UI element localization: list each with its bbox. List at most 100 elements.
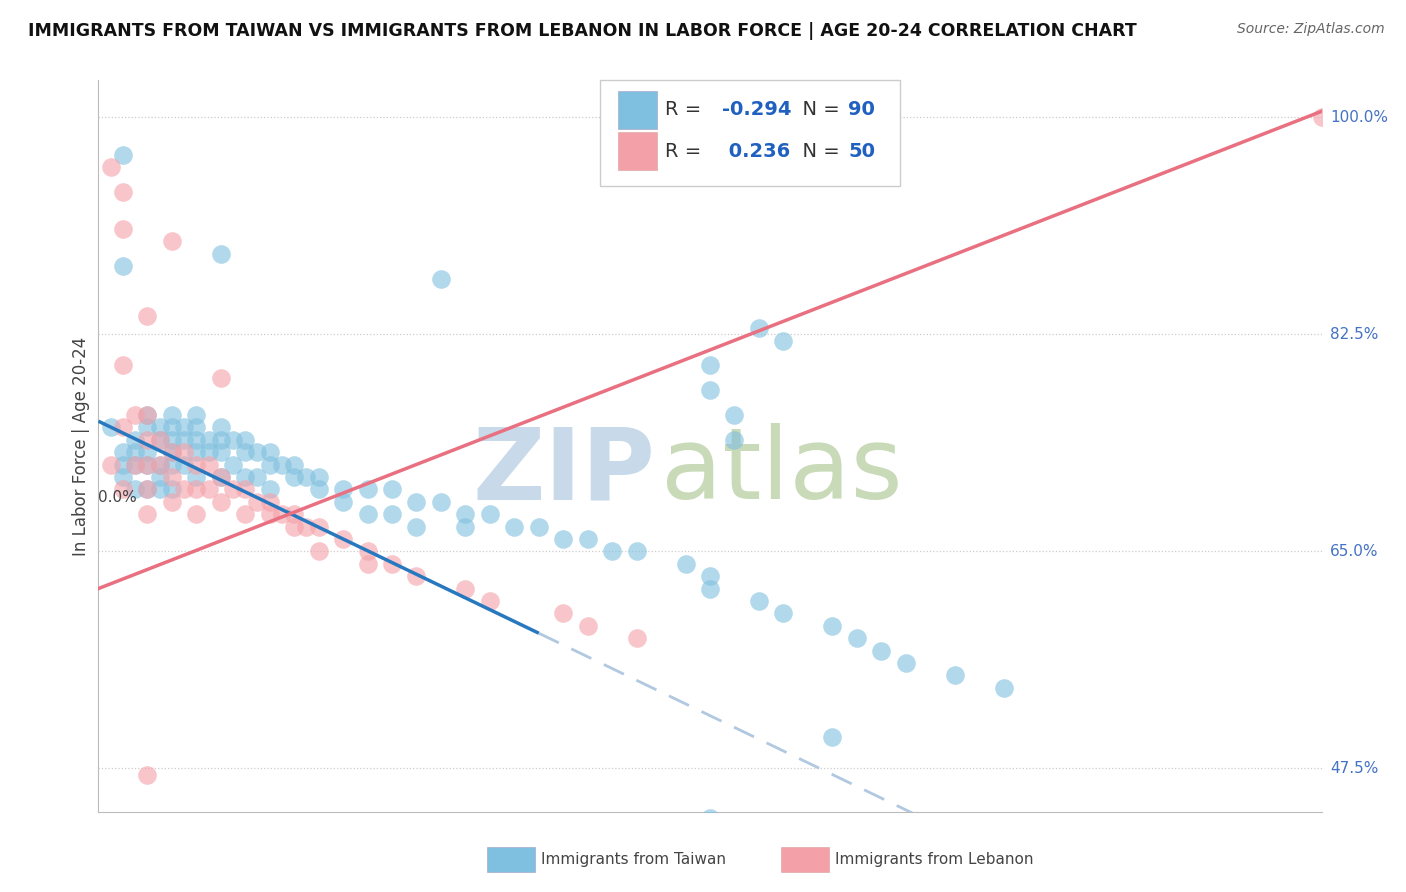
Point <box>332 495 354 509</box>
Point <box>149 458 172 472</box>
Point <box>111 458 134 472</box>
Text: 0.0%: 0.0% <box>98 490 138 505</box>
Point <box>111 147 134 161</box>
Text: IMMIGRANTS FROM TAIWAN VS IMMIGRANTS FROM LEBANON IN LABOR FORCE | AGE 20-24 COR: IMMIGRANTS FROM TAIWAN VS IMMIGRANTS FRO… <box>28 22 1137 40</box>
Point <box>270 507 294 521</box>
Point <box>246 445 269 459</box>
Point <box>111 420 134 434</box>
Text: Source: ZipAtlas.com: Source: ZipAtlas.com <box>1237 22 1385 37</box>
Point <box>136 483 159 497</box>
Point <box>173 433 195 447</box>
Point <box>111 483 134 497</box>
Point <box>626 544 648 558</box>
Point <box>111 359 134 373</box>
Point <box>381 557 404 571</box>
Point <box>160 458 183 472</box>
Point <box>699 569 721 583</box>
Point <box>209 470 232 484</box>
FancyBboxPatch shape <box>619 90 658 128</box>
Point <box>381 507 404 521</box>
Point <box>699 359 721 373</box>
Point <box>308 519 330 533</box>
Point <box>821 731 844 745</box>
Point <box>160 420 183 434</box>
Point <box>136 408 159 422</box>
Point <box>136 483 159 497</box>
Point <box>209 247 232 261</box>
Point <box>748 321 770 335</box>
Point <box>553 607 575 621</box>
Point <box>356 557 378 571</box>
Text: 90: 90 <box>848 100 875 119</box>
Point <box>124 433 146 447</box>
Point <box>186 507 208 521</box>
Point <box>149 470 172 484</box>
Text: R =: R = <box>665 142 707 161</box>
Point <box>576 619 599 633</box>
Point <box>197 483 219 497</box>
Text: 50: 50 <box>848 142 876 161</box>
Text: Immigrants from Lebanon: Immigrants from Lebanon <box>835 852 1033 867</box>
Point <box>136 458 159 472</box>
Point <box>197 458 219 472</box>
Point <box>699 383 721 397</box>
Point <box>124 445 146 459</box>
Point <box>675 557 697 571</box>
Point <box>943 668 966 682</box>
Point <box>381 483 404 497</box>
Point <box>246 495 269 509</box>
Point <box>308 544 330 558</box>
Point <box>173 445 195 459</box>
Point <box>993 681 1015 695</box>
Point <box>723 433 745 447</box>
Point <box>233 445 256 459</box>
Point <box>209 371 232 385</box>
Point <box>748 594 770 608</box>
Point <box>186 470 208 484</box>
Point <box>845 631 868 645</box>
Point <box>454 519 477 533</box>
Point <box>124 408 146 422</box>
Point <box>124 483 146 497</box>
Point <box>772 607 794 621</box>
Point <box>259 445 281 459</box>
Point <box>699 811 721 825</box>
Point <box>405 495 427 509</box>
FancyBboxPatch shape <box>600 80 900 186</box>
Point <box>283 470 305 484</box>
Point <box>100 160 122 174</box>
Point <box>173 458 195 472</box>
Point <box>197 433 219 447</box>
Point <box>430 495 453 509</box>
Text: atlas: atlas <box>661 423 903 520</box>
Point <box>136 433 159 447</box>
Point <box>136 309 159 323</box>
Point <box>283 458 305 472</box>
Point <box>209 433 232 447</box>
Point <box>160 445 183 459</box>
Point <box>478 507 501 521</box>
Point <box>295 519 318 533</box>
Point <box>222 433 245 447</box>
Point <box>332 483 354 497</box>
Text: N =: N = <box>790 142 845 161</box>
Point <box>186 445 208 459</box>
Point <box>100 458 122 472</box>
Point <box>186 458 208 472</box>
Point <box>283 507 305 521</box>
FancyBboxPatch shape <box>619 132 658 170</box>
Point <box>259 495 281 509</box>
Point <box>149 420 172 434</box>
Point <box>136 420 159 434</box>
Point <box>894 656 917 670</box>
Point <box>723 408 745 422</box>
Point <box>209 495 232 509</box>
Point <box>160 495 183 509</box>
Point <box>233 470 256 484</box>
Point <box>209 445 232 459</box>
Point <box>209 470 232 484</box>
Point <box>356 544 378 558</box>
Point <box>222 483 245 497</box>
Point <box>503 519 526 533</box>
Point <box>160 483 183 497</box>
